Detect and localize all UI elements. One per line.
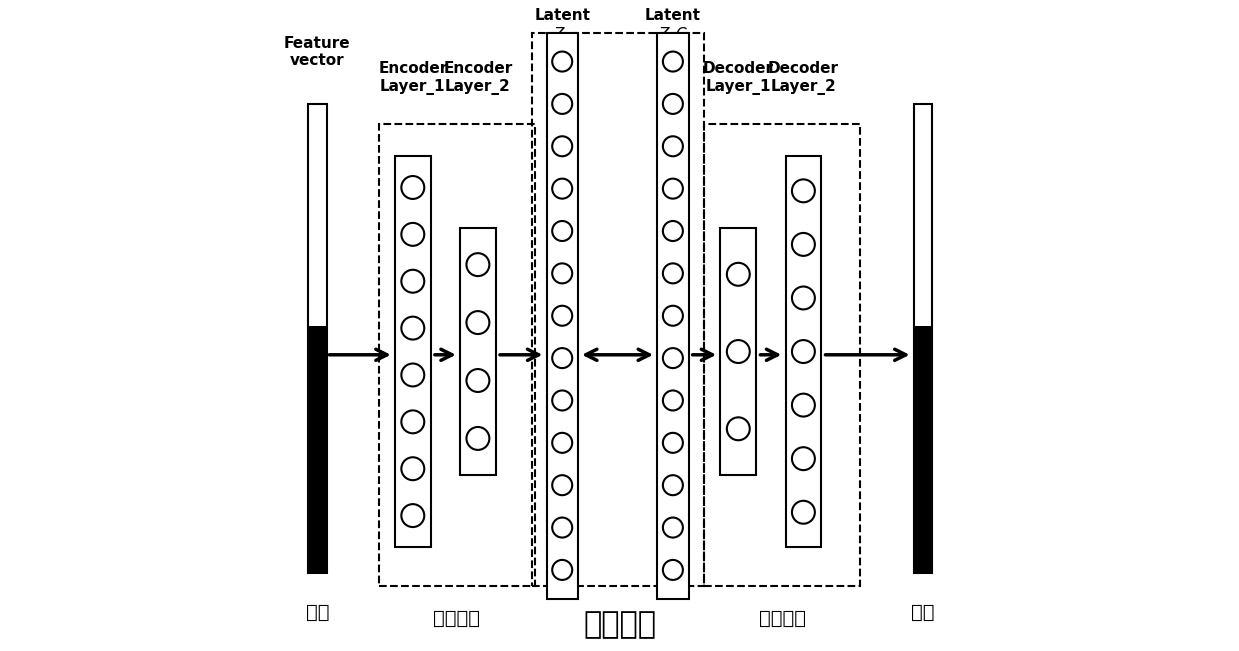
Circle shape bbox=[792, 180, 815, 202]
Circle shape bbox=[663, 221, 683, 241]
Circle shape bbox=[553, 221, 572, 241]
Circle shape bbox=[663, 391, 683, 411]
Circle shape bbox=[553, 264, 572, 283]
Bar bbox=[720, 228, 756, 475]
Circle shape bbox=[663, 51, 683, 72]
Circle shape bbox=[553, 306, 572, 326]
Text: Latent
$Z_{\theta}$: Latent $Z_{\theta}$ bbox=[534, 8, 590, 44]
Circle shape bbox=[663, 306, 683, 326]
Text: Latent
$Z_{\theta}C$: Latent $Z_{\theta}C$ bbox=[644, 8, 701, 44]
Circle shape bbox=[663, 348, 683, 368]
Circle shape bbox=[663, 94, 683, 114]
Text: 输入: 输入 bbox=[306, 602, 330, 622]
Circle shape bbox=[553, 518, 572, 538]
Bar bbox=[913, 326, 932, 573]
Circle shape bbox=[792, 233, 815, 256]
Circle shape bbox=[792, 394, 815, 417]
Circle shape bbox=[663, 518, 683, 538]
Bar bbox=[309, 326, 327, 573]
Circle shape bbox=[553, 136, 572, 156]
Circle shape bbox=[401, 410, 424, 434]
Circle shape bbox=[553, 433, 572, 453]
Circle shape bbox=[663, 475, 683, 495]
Text: Encoder
Layer_2: Encoder Layer_2 bbox=[444, 61, 513, 95]
Circle shape bbox=[553, 51, 572, 72]
Bar bbox=[786, 156, 821, 547]
Circle shape bbox=[466, 427, 489, 450]
Bar bbox=[309, 104, 327, 573]
Circle shape bbox=[792, 340, 815, 363]
Text: Decoder
Layer_2: Decoder Layer_2 bbox=[768, 61, 839, 95]
Bar bbox=[395, 156, 431, 547]
Bar bbox=[657, 33, 689, 599]
Bar bbox=[546, 33, 577, 599]
Circle shape bbox=[401, 270, 424, 293]
Text: Feature
vector: Feature vector bbox=[284, 36, 351, 68]
Circle shape bbox=[401, 504, 424, 527]
Text: 自表达层: 自表达层 bbox=[584, 611, 655, 639]
Circle shape bbox=[663, 560, 683, 580]
Circle shape bbox=[792, 501, 815, 523]
Circle shape bbox=[401, 176, 424, 199]
Circle shape bbox=[553, 178, 572, 199]
Circle shape bbox=[663, 136, 683, 156]
Text: 解码部分: 解码部分 bbox=[758, 609, 805, 628]
Circle shape bbox=[466, 311, 489, 334]
Circle shape bbox=[553, 391, 572, 411]
Circle shape bbox=[401, 316, 424, 340]
Bar bbox=[704, 124, 860, 586]
Circle shape bbox=[663, 264, 683, 283]
Circle shape bbox=[553, 475, 572, 495]
Circle shape bbox=[401, 457, 424, 480]
Circle shape bbox=[792, 447, 815, 470]
Circle shape bbox=[727, 417, 750, 440]
Text: Encoder
Layer_1: Encoder Layer_1 bbox=[378, 61, 447, 95]
Circle shape bbox=[553, 348, 572, 368]
Bar bbox=[460, 228, 496, 475]
Circle shape bbox=[727, 263, 750, 286]
Bar bbox=[532, 33, 704, 586]
Circle shape bbox=[466, 253, 489, 276]
Bar bbox=[913, 104, 932, 573]
Text: 输出: 输出 bbox=[911, 602, 934, 622]
Circle shape bbox=[663, 178, 683, 199]
Circle shape bbox=[401, 363, 424, 387]
Text: Decoder
Layer_1: Decoder Layer_1 bbox=[703, 61, 774, 95]
Circle shape bbox=[663, 433, 683, 453]
Circle shape bbox=[727, 340, 750, 363]
Circle shape bbox=[401, 223, 424, 246]
Circle shape bbox=[466, 369, 489, 392]
Text: 编码部分: 编码部分 bbox=[434, 609, 481, 628]
Circle shape bbox=[553, 560, 572, 580]
Bar bbox=[379, 124, 535, 586]
Circle shape bbox=[553, 94, 572, 114]
Circle shape bbox=[792, 286, 815, 309]
